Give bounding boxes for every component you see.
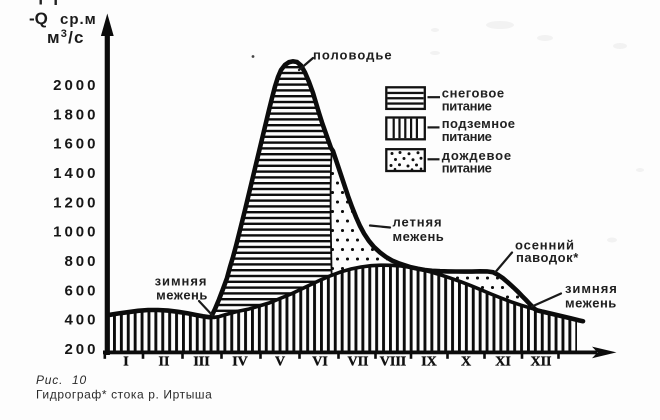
svg-text:VI: VI [312,355,328,370]
svg-text:осенний: осенний [515,238,575,253]
svg-text:ср.м: ср.м [60,11,97,28]
svg-text:питание: питание [442,160,492,175]
svg-text:зимняя: зимняя [155,274,208,289]
svg-text:межень: межень [393,229,445,244]
svg-text:1000: 1000 [53,224,98,241]
svg-text:600: 600 [64,282,98,299]
svg-text:Рис.: Рис. [36,373,63,387]
svg-text:питание: питание [442,98,492,113]
svg-text:2000: 2000 [53,77,98,94]
svg-text:1400: 1400 [53,165,98,182]
svg-text:1200: 1200 [53,194,98,211]
svg-text:1800: 1800 [53,106,98,123]
svg-text:IV: IV [232,355,248,370]
svg-text:питание: питание [442,129,492,144]
svg-text:VII: VII [347,355,368,370]
svg-text:Гидрограф* стока р. Иртыша: Гидрограф* стока р. Иртыша [36,388,212,402]
svg-text:I: I [123,355,128,370]
svg-text:паводок*: паводок* [516,250,579,265]
svg-text:800: 800 [64,253,98,270]
svg-text:400: 400 [64,312,98,329]
svg-text:III: III [193,355,209,370]
svg-text:10: 10 [72,373,87,387]
svg-text:XII: XII [530,355,551,370]
svg-text:дождевое: дождевое [442,148,512,163]
svg-text:IX: IX [421,355,437,370]
svg-text:м3/с: м3/с [47,28,85,47]
svg-text:половодье: половодье [313,48,393,63]
svg-text:-Q: -Q [29,9,48,28]
svg-text:межень: межень [565,296,617,311]
svg-text:снеговое: снеговое [442,85,505,100]
svg-text:1600: 1600 [53,136,98,153]
svg-text:200: 200 [64,341,98,358]
svg-text:летняя: летняя [393,215,443,230]
svg-text:XI: XI [495,355,511,370]
svg-text:подземное: подземное [442,116,516,131]
svg-text:зимняя: зимняя [565,281,618,296]
svg-text:межень: межень [156,288,208,303]
svg-text:X: X [461,355,471,370]
svg-text:VIII: VIII [380,355,406,370]
svg-text:II: II [159,355,170,370]
svg-text:V: V [275,355,285,370]
